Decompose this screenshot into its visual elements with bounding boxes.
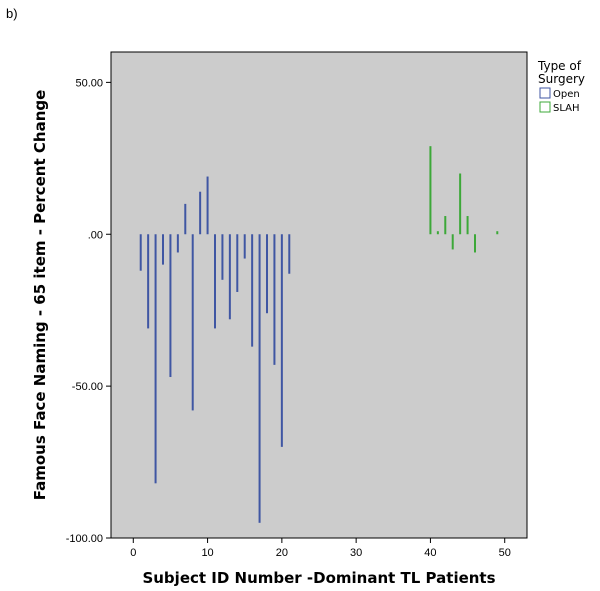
bar-open-1: [139, 234, 142, 271]
bar-open-5: [169, 234, 172, 378]
bar-slah-43: [451, 234, 454, 250]
y-tick-label: 50.00: [75, 77, 103, 89]
bar-slah-41: [436, 231, 439, 235]
bar-open-4: [162, 234, 164, 265]
bar-open-17: [258, 234, 261, 523]
y-tick-label: -50.00: [72, 381, 103, 393]
bar-open-8: [191, 234, 194, 411]
bar-open-13: [228, 234, 231, 320]
legend-swatch-open: [539, 87, 551, 99]
bar-open-2: [147, 234, 150, 329]
legend: Type of Surgery Open SLAH: [537, 59, 585, 114]
x-axis: 0 10 20 30 40 50: [130, 538, 511, 559]
x-tick-label: 10: [201, 547, 213, 559]
bar-open-15: [243, 234, 246, 259]
bar-slah-42: [444, 216, 447, 235]
x-tick-label: 50: [499, 547, 511, 559]
bar-open-9: [199, 191, 202, 235]
x-tick-label: 20: [276, 547, 288, 559]
bar-slah-46: [474, 234, 476, 253]
legend-label-open: Open: [553, 89, 580, 100]
y-tick-label: .00: [88, 229, 103, 241]
bar-open-3: [154, 234, 157, 484]
bar-open-10: [206, 176, 209, 235]
bar-open-12: [221, 234, 224, 280]
x-tick-label: 30: [350, 547, 362, 559]
bar-slah-49: [496, 231, 499, 235]
y-axis-title: Famous Face Naming - 65 item - Percent C…: [31, 90, 49, 501]
bar-open-6: [176, 234, 179, 253]
y-tick-label: -100.00: [66, 533, 103, 545]
legend-label-slah: SLAH: [553, 103, 580, 114]
x-tick-label: 40: [424, 547, 436, 559]
legend-title: Type of Surgery: [537, 59, 585, 86]
legend-swatch-slah: [539, 101, 551, 113]
bar-open-18: [266, 234, 268, 314]
bar-open-21: [288, 234, 291, 274]
plot-area: [110, 51, 528, 539]
panel-label: b): [6, 6, 18, 21]
bar-open-7: [184, 203, 187, 235]
x-tick-label: 0: [130, 547, 136, 559]
x-axis-title: Subject ID Number -Dominant TL Patients: [142, 569, 495, 587]
bar-open-16: [251, 234, 254, 347]
bar-open-14: [236, 234, 239, 292]
y-axis: 50.00 .00 -50.00 -100.00: [66, 77, 111, 545]
bar-slah-40: [429, 146, 432, 235]
bar-open-11: [214, 234, 216, 329]
bar-slah-44: [459, 173, 462, 235]
bar-open-19: [273, 234, 276, 365]
bar-slah-45: [466, 216, 469, 235]
bar-open-20: [280, 234, 283, 447]
bars: [139, 146, 499, 523]
